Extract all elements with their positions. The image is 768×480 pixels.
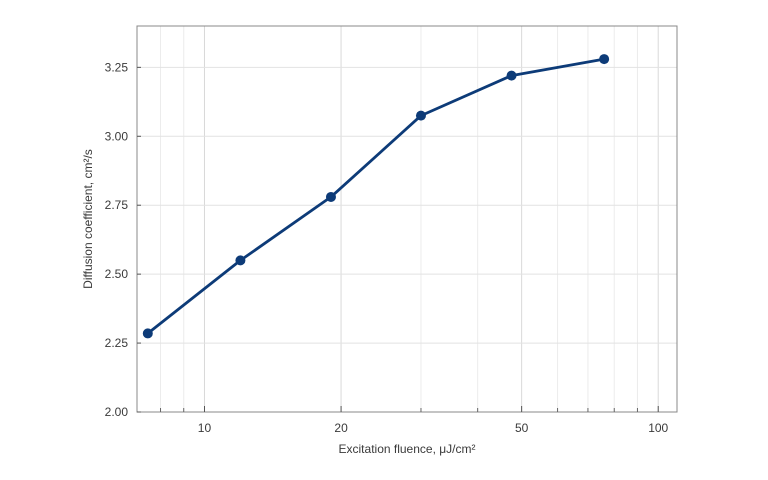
x-tick-label: 20 [334, 421, 348, 435]
data-series [142, 54, 610, 339]
data-point [142, 328, 153, 339]
y-tick-label: 2.75 [105, 198, 129, 212]
y-tick-label: 2.00 [105, 405, 129, 419]
data-point [415, 110, 426, 121]
y-tick-label: 3.25 [105, 60, 129, 74]
y-tick-label: 2.50 [105, 267, 129, 281]
plot-area-frame [136, 25, 678, 413]
data-point [235, 255, 246, 266]
x-tick-label: 10 [198, 421, 212, 435]
data-point [506, 70, 517, 81]
grid [137, 26, 677, 413]
x-tick-label: 100 [648, 421, 668, 435]
x-axis-title: Excitation fluence, μJ/cm² [339, 442, 476, 456]
axis-ticks: 10 20 50 100 2.00 2.25 2.50 2.75 3.00 3.25 [105, 60, 669, 435]
y-tick-label: 3.00 [105, 129, 129, 143]
y-axis-title: Diffusion coefficient, cm²/s [81, 149, 95, 289]
data-point [325, 191, 336, 202]
data-point [599, 54, 610, 65]
y-tick-label: 2.25 [105, 336, 129, 350]
x-tick-label: 50 [515, 421, 529, 435]
series-line [146, 57, 605, 335]
